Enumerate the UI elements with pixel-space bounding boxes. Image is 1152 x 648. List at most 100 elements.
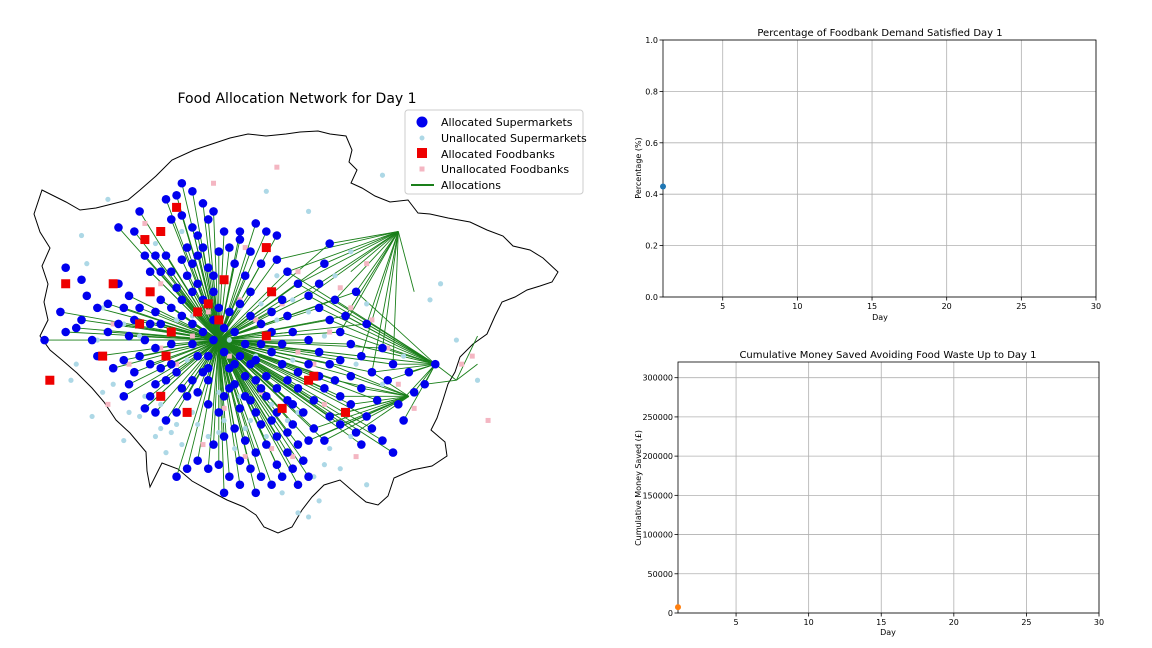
allocated-foodbank-point bbox=[61, 279, 71, 289]
unallocated-foodbank-point bbox=[205, 309, 211, 315]
allocation-line bbox=[392, 231, 399, 365]
allocated-supermarket-point bbox=[77, 275, 86, 285]
allocated-supermarket-point bbox=[288, 400, 298, 409]
allocation-line bbox=[218, 331, 341, 341]
chart1-y-tick-label: 0.0 bbox=[645, 293, 658, 302]
allocated-supermarket-point bbox=[262, 392, 271, 401]
allocated-supermarket-point bbox=[61, 263, 70, 272]
allocated-supermarket-point bbox=[193, 351, 202, 361]
unallocated-supermarket-point bbox=[242, 425, 248, 432]
unallocated-supermarket-point bbox=[379, 172, 386, 178]
map-title: Food Allocation Network for Day 1 bbox=[177, 91, 416, 107]
allocation-line bbox=[403, 363, 436, 421]
chart1-y-tick-label: 0.8 bbox=[645, 87, 658, 96]
allocated-supermarket-point bbox=[320, 259, 329, 268]
unallocated-foodbank-point bbox=[226, 353, 232, 359]
allocated-supermarket-point bbox=[367, 367, 377, 377]
unallocated-supermarket-point bbox=[305, 309, 312, 315]
allocation-line bbox=[329, 363, 410, 397]
chart2-y-tick-label: 100000 bbox=[642, 531, 673, 540]
unallocated-supermarket-point bbox=[427, 297, 433, 303]
allocated-supermarket-point bbox=[256, 259, 266, 268]
allocated-supermarket-point bbox=[193, 251, 202, 260]
allocation-line bbox=[218, 223, 257, 341]
allocated-supermarket-point bbox=[325, 239, 334, 248]
chart2-x-tick-label: 25 bbox=[1021, 618, 1031, 627]
allocated-supermarket-point bbox=[219, 432, 229, 441]
unallocated-supermarket-point bbox=[348, 249, 354, 255]
allocated-supermarket-point bbox=[188, 319, 197, 329]
allocation-line bbox=[371, 371, 410, 397]
allocated-supermarket-point bbox=[240, 371, 250, 381]
allocated-supermarket-point bbox=[325, 412, 334, 421]
allocated-supermarket-point bbox=[346, 371, 356, 381]
allocated-supermarket-point bbox=[166, 215, 176, 224]
allocated-supermarket-point bbox=[256, 420, 266, 429]
unallocated-supermarket-point bbox=[121, 437, 127, 444]
allocated-supermarkets bbox=[40, 178, 440, 498]
chart2-y-tick-label: 300000 bbox=[642, 374, 673, 383]
unallocated-supermarket-point bbox=[337, 466, 343, 472]
unallocated-supermarket-point bbox=[321, 462, 327, 468]
allocation-line bbox=[350, 375, 410, 397]
unallocated-supermarket-point bbox=[284, 417, 291, 424]
allocation-line bbox=[218, 315, 346, 341]
chart2-x-tick-label: 10 bbox=[804, 618, 814, 627]
allocated-foodbank-point bbox=[203, 299, 213, 309]
allocation-line bbox=[176, 339, 220, 413]
allocated-supermarket-point bbox=[214, 303, 224, 313]
allocated-supermarket-point bbox=[251, 375, 261, 385]
legend-marker-allocated-foodbanks bbox=[417, 148, 427, 158]
allocated-supermarket-point bbox=[103, 327, 113, 337]
allocation-line bbox=[218, 339, 294, 469]
unallocated-supermarket-point bbox=[263, 433, 269, 440]
allocated-supermarket-point bbox=[367, 424, 377, 433]
allocated-supermarket-point bbox=[277, 339, 287, 349]
unallocated-supermarket-point bbox=[89, 413, 95, 420]
allocated-supermarket-point bbox=[230, 259, 239, 268]
allocated-supermarket-point bbox=[325, 315, 334, 325]
unallocated-foodbank-point bbox=[221, 405, 227, 411]
allocated-supermarket-point bbox=[203, 263, 213, 272]
unallocated-supermarket-point bbox=[73, 361, 79, 367]
allocation-line bbox=[218, 339, 241, 461]
allocated-supermarket-point bbox=[177, 178, 187, 188]
allocated-supermarket-point bbox=[378, 436, 387, 445]
allocated-supermarket-point bbox=[251, 448, 261, 457]
map-legend: Allocated Supermarkets Unallocated Super… bbox=[404, 109, 587, 195]
allocation-line bbox=[218, 340, 225, 493]
allocated-supermarket-point bbox=[272, 255, 282, 264]
unallocated-supermarket-point bbox=[152, 240, 159, 247]
allocated-supermarket-point bbox=[198, 327, 208, 337]
unallocated-supermarket-point bbox=[327, 445, 333, 452]
legend-label-unallocated-foodbanks: Unallocated Foodbanks bbox=[441, 163, 569, 176]
allocated-supermarket-point bbox=[114, 319, 123, 329]
allocation-line bbox=[334, 379, 409, 397]
allocated-supermarket-point bbox=[151, 343, 160, 353]
allocated-supermarket-point bbox=[256, 383, 266, 393]
allocated-supermarket-point bbox=[151, 379, 160, 389]
legend-marker-unallocated-supermarkets bbox=[419, 135, 425, 141]
allocation-line bbox=[382, 231, 399, 349]
allocated-supermarket-point bbox=[203, 363, 213, 373]
unallocated-supermarket-point bbox=[68, 377, 74, 383]
allocated-supermarket-point bbox=[145, 319, 155, 329]
allocation-line bbox=[324, 231, 399, 265]
allocated-supermarket-point bbox=[130, 227, 139, 236]
allocated-supermarket-point bbox=[277, 359, 287, 369]
allocated-supermarket-point bbox=[161, 375, 171, 385]
allocated-supermarket-point bbox=[209, 271, 218, 281]
allocated-supermarket-point bbox=[203, 464, 213, 473]
allocated-supermarket-point bbox=[409, 388, 419, 397]
unallocated-foodbank-point bbox=[327, 329, 333, 335]
allocation-line bbox=[276, 231, 399, 261]
chart1-x-tick-label: 25 bbox=[1016, 302, 1026, 311]
unallocated-foodbank-point bbox=[253, 317, 259, 323]
allocated-foodbank-point bbox=[172, 202, 182, 212]
allocation-line bbox=[350, 231, 399, 273]
allocated-supermarket-point bbox=[235, 404, 245, 413]
allocated-supermarket-point bbox=[335, 420, 345, 429]
allocated-foodbank-point bbox=[193, 307, 203, 317]
chart2-title: Cumulative Money Saved Avoiding Food Was… bbox=[739, 350, 1036, 361]
allocated-supermarket-point bbox=[235, 456, 245, 465]
